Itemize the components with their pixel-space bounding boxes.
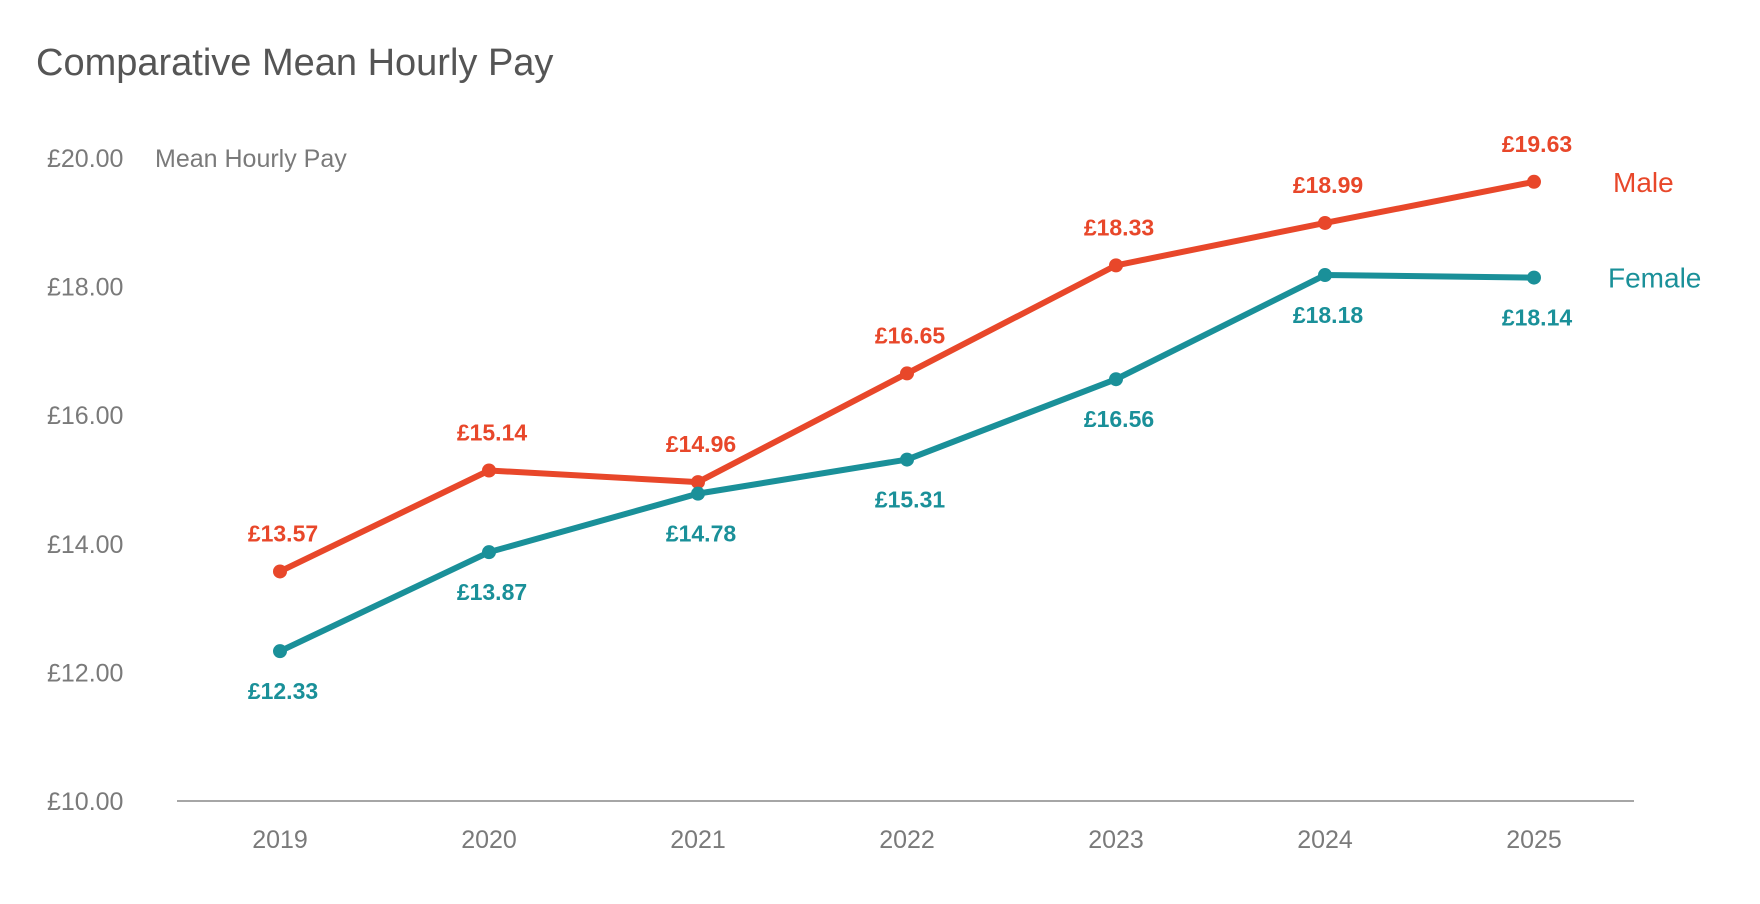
data-point-female xyxy=(1527,270,1541,285)
x-tick-label: 2023 xyxy=(1088,826,1144,854)
data-label-male: £18.33 xyxy=(1084,214,1154,240)
data-label-male: £14.96 xyxy=(666,431,736,457)
data-point-female xyxy=(482,545,496,560)
chart-title: Comparative Mean Hourly Pay xyxy=(36,42,554,84)
y-tick-label: £12.00 xyxy=(47,659,123,687)
data-point-female xyxy=(1318,268,1332,283)
data-label-female: £12.33 xyxy=(248,678,318,704)
x-tick-label: 2022 xyxy=(879,826,935,854)
data-label-male: £15.14 xyxy=(457,419,528,445)
x-tick-label: 2019 xyxy=(252,826,308,854)
y-tick-label: £14.00 xyxy=(47,531,123,559)
x-tick-label: 2024 xyxy=(1297,826,1353,854)
data-point-female xyxy=(691,486,705,501)
y-tick-label: £20.00 xyxy=(47,145,123,173)
y-axis-label: Mean Hourly Pay xyxy=(155,145,347,173)
data-point-female xyxy=(273,644,287,659)
x-tick-label: 2021 xyxy=(670,826,726,854)
y-tick-label: £18.00 xyxy=(47,274,123,302)
data-label-female: £18.14 xyxy=(1502,305,1573,331)
data-point-male xyxy=(482,463,496,478)
data-point-male xyxy=(1318,215,1332,230)
data-point-male xyxy=(1527,174,1541,189)
data-label-female: £18.18 xyxy=(1293,302,1364,328)
data-label-female: £13.87 xyxy=(457,579,527,605)
x-tick-label: 2025 xyxy=(1506,826,1562,854)
data-point-female xyxy=(1109,372,1123,387)
y-tick-label: £16.00 xyxy=(47,402,123,430)
data-label-male: £18.99 xyxy=(1293,172,1363,198)
data-label-male: £13.57 xyxy=(248,520,318,546)
legend-label-male: Male xyxy=(1613,167,1674,198)
x-tick-label: 2020 xyxy=(461,826,517,854)
data-point-male xyxy=(1109,258,1123,273)
data-point-female xyxy=(900,452,914,467)
data-label-female: £14.78 xyxy=(666,521,737,547)
y-tick-label: £10.00 xyxy=(47,788,123,816)
legend-label-female: Female xyxy=(1608,263,1701,294)
data-point-male xyxy=(691,475,705,490)
data-point-male xyxy=(900,366,914,381)
data-label-female: £16.56 xyxy=(1084,406,1154,432)
data-label-male: £19.63 xyxy=(1502,131,1572,157)
data-label-female: £15.31 xyxy=(875,487,946,513)
data-point-male xyxy=(273,564,287,579)
data-label-male: £16.65 xyxy=(875,322,946,348)
